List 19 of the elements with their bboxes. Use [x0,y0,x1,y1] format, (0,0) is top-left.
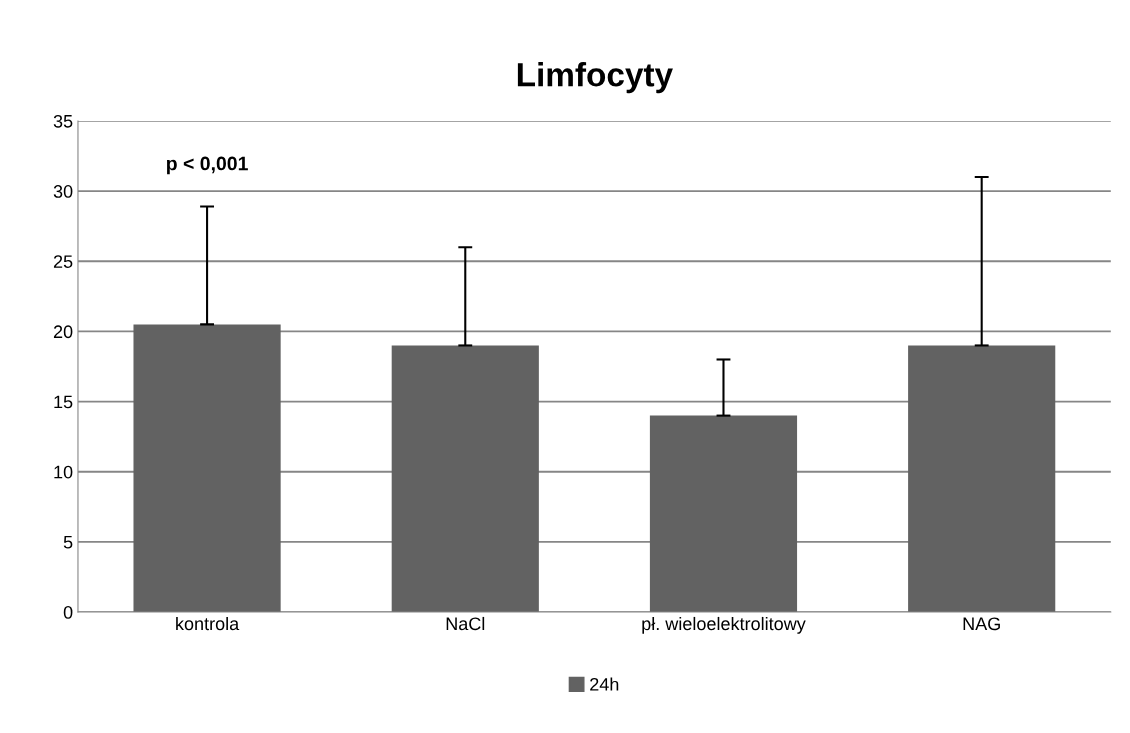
y-tick-label: 30 [53,185,73,198]
x-tick-label: NaCl [446,616,485,631]
bar [908,345,1056,613]
annotation: p < 0,001 [167,156,248,175]
bar [649,415,798,613]
bar [391,345,539,613]
x-tick-label: pł. wieloelektrolitowy [642,616,806,634]
y-tick-label: 5 [63,536,73,549]
bar [133,324,281,613]
chart-title: Limfocyty [517,62,673,94]
y-tick-label: 15 [54,395,73,409]
y-tick-label: 10 [54,465,73,479]
y-tick-label: 25 [53,255,73,268]
x-tick-label: NAG [963,617,1000,631]
legend-label: 24h [590,677,619,691]
y-tick-label: 35 [53,114,73,128]
y-tick-label: 20 [53,325,73,339]
y-tick-label: 0 [63,605,73,619]
x-tick-label: kontrola [176,616,240,631]
